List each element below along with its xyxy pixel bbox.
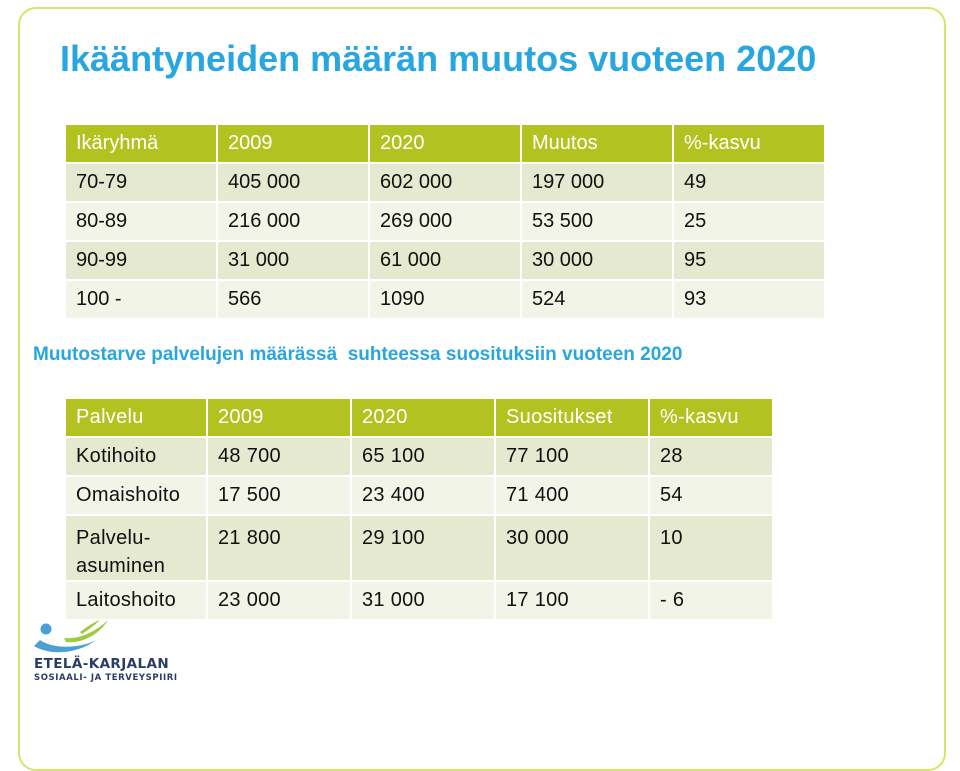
- table-cell: 23 400: [352, 477, 494, 514]
- table-cell: 602 000: [370, 164, 520, 201]
- table-cell: 29 100: [352, 516, 494, 580]
- table-cell: Laitoshoito: [66, 582, 206, 619]
- table-cell: 31 000: [352, 582, 494, 619]
- table-cell: 31 000: [218, 242, 368, 279]
- cell-line: Palvelu-: [76, 527, 151, 549]
- table-cell: 197 000: [522, 164, 672, 201]
- table-cell: Kotihoito: [66, 438, 206, 475]
- table-cell: 53 500: [522, 203, 672, 240]
- table-cell: 524: [522, 281, 672, 318]
- services-table: Palvelu 2009 2020 Suositukset %-kasvu Ko…: [64, 397, 774, 621]
- table-row: 90-99 31 000 61 000 30 000 95: [66, 242, 824, 279]
- table-row: Kotihoito 48 700 65 100 77 100 28: [66, 438, 772, 475]
- table-cell: 100 -: [66, 281, 216, 318]
- table-cell: 95: [674, 242, 824, 279]
- header-cell: 2009: [218, 125, 368, 162]
- table-row: Omaishoito 17 500 23 400 71 400 54: [66, 477, 772, 514]
- header-cell: Ikäryhmä: [66, 125, 216, 162]
- header-cell: 2020: [370, 125, 520, 162]
- table-cell: 30 000: [522, 242, 672, 279]
- header-cell: %-kasvu: [650, 399, 772, 436]
- table-cell: 405 000: [218, 164, 368, 201]
- table-cell: 10: [650, 516, 772, 580]
- header-cell: Palvelu: [66, 399, 206, 436]
- table-cell: Palvelu- asuminen: [66, 516, 206, 580]
- page-title: Ikääntyneiden määrän muutos vuoteen 2020: [60, 38, 817, 79]
- table-cell: 21 800: [208, 516, 350, 580]
- table-cell: 1090: [370, 281, 520, 318]
- table-cell: 25: [674, 203, 824, 240]
- section-subheading: Muutostarve palvelujen määrässä suhteess…: [33, 344, 683, 365]
- table-cell: 23 000: [208, 582, 350, 619]
- table-cell: 90-99: [66, 242, 216, 279]
- table-cell: 77 100: [496, 438, 648, 475]
- table-row: 100 - 566 1090 524 93: [66, 281, 824, 318]
- logo-icon: [34, 620, 108, 653]
- table-cell: 17 500: [208, 477, 350, 514]
- table-cell: 216 000: [218, 203, 368, 240]
- table-cell: 93: [674, 281, 824, 318]
- table-cell: 28: [650, 438, 772, 475]
- table-cell: - 6: [650, 582, 772, 619]
- header-cell: 2009: [208, 399, 350, 436]
- table-cell: 65 100: [352, 438, 494, 475]
- table-cell: 30 000: [496, 516, 648, 580]
- table-cell: 61 000: [370, 242, 520, 279]
- table-cell: 269 000: [370, 203, 520, 240]
- header-cell: %-kasvu: [674, 125, 824, 162]
- header-cell: 2020: [352, 399, 494, 436]
- table-row: Palvelu- asuminen 21 800 29 100 30 000 1…: [66, 516, 772, 580]
- header-cell: Muutos: [522, 125, 672, 162]
- table-row: 80-89 216 000 269 000 53 500 25: [66, 203, 824, 240]
- table-cell: 80-89: [66, 203, 216, 240]
- logo-text: ETELÄ-KARJALAN: [34, 656, 170, 672]
- table-cell: 566: [218, 281, 368, 318]
- table-cell: 54: [650, 477, 772, 514]
- table-header-row: Ikäryhmä 2009 2020 Muutos %-kasvu: [66, 125, 824, 162]
- table-cell: 70-79: [66, 164, 216, 201]
- age-group-table: Ikäryhmä 2009 2020 Muutos %-kasvu 70-79 …: [64, 123, 826, 320]
- table-row: Laitoshoito 23 000 31 000 17 100 - 6: [66, 582, 772, 619]
- logo-subtext: SOSIAALI- JA TERVEYSPIIRI: [34, 673, 178, 683]
- table-cell: 71 400: [496, 477, 648, 514]
- header-cell: Suositukset: [496, 399, 648, 436]
- cell-line: asuminen: [76, 555, 166, 577]
- table-cell: 48 700: [208, 438, 350, 475]
- table-header-row: Palvelu 2009 2020 Suositukset %-kasvu: [66, 399, 772, 436]
- table-row: 70-79 405 000 602 000 197 000 49: [66, 164, 824, 201]
- table-cell: 49: [674, 164, 824, 201]
- table-cell: 17 100: [496, 582, 648, 619]
- table-cell: Omaishoito: [66, 477, 206, 514]
